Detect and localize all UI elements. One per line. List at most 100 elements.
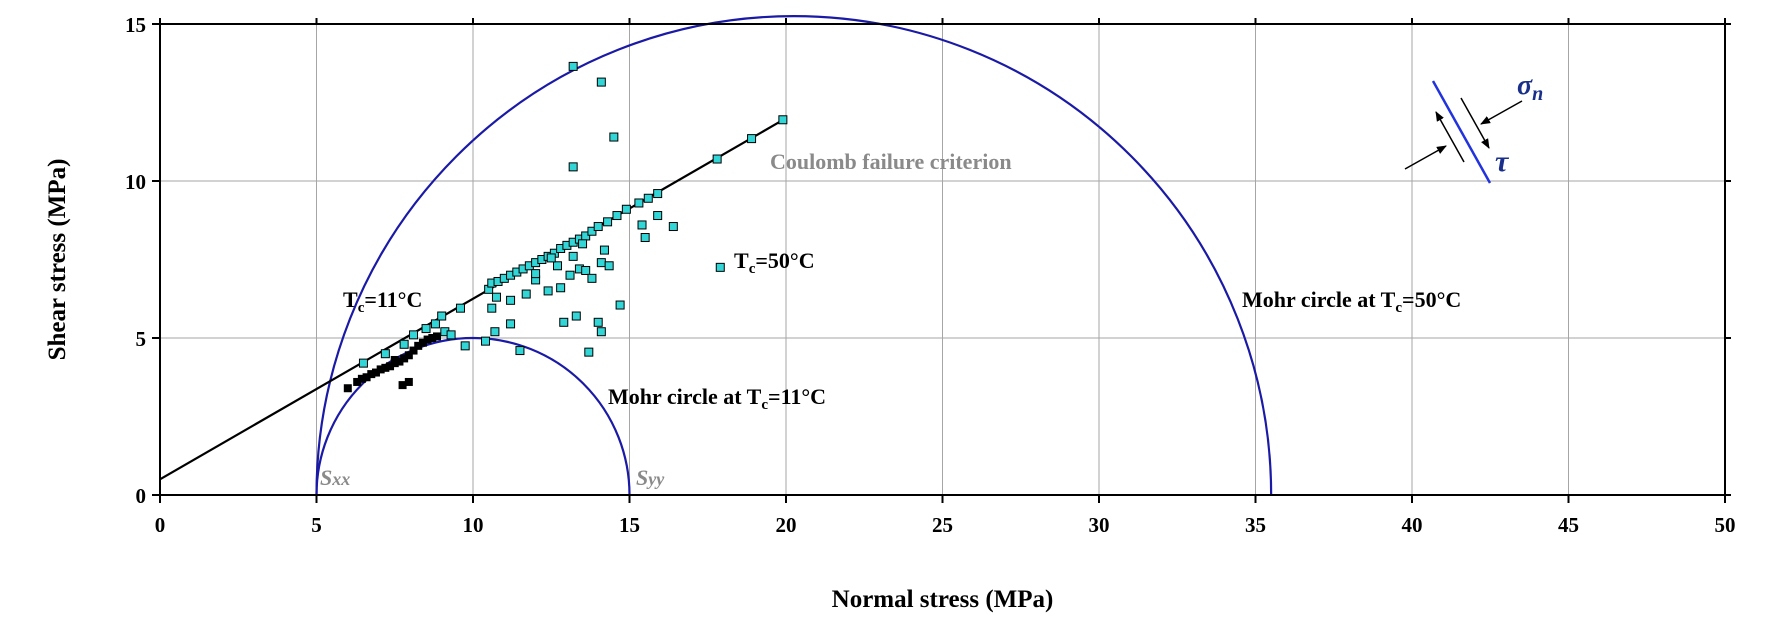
coulomb-failure-line xyxy=(159,117,787,481)
point-tc50 xyxy=(521,289,531,299)
point-tc11 xyxy=(386,362,395,371)
tc50-label: Tc=50°C xyxy=(734,248,815,277)
x-tick-label: 40 xyxy=(1402,513,1423,537)
mohr11-label-main: Mohr circle at T xyxy=(608,384,762,409)
y-tick-label: 10 xyxy=(125,170,146,194)
x-tick-label: 25 xyxy=(932,513,953,537)
sxx-label-sub: xx xyxy=(331,469,350,489)
point-tc50 xyxy=(491,292,501,302)
x-tick-label: 20 xyxy=(776,513,797,537)
point-tc50 xyxy=(358,358,368,368)
point-tc50 xyxy=(778,115,788,125)
point-tc11 xyxy=(357,374,366,383)
point-tc50 xyxy=(553,261,563,271)
mohr-circle-tc50 xyxy=(315,15,1273,496)
y-tick-label: 0 xyxy=(136,484,147,508)
tc50-label-sub: c xyxy=(749,261,756,277)
point-tc50 xyxy=(653,211,663,221)
point-tc50 xyxy=(581,265,591,275)
point-tc50 xyxy=(584,347,594,357)
point-tc11 xyxy=(395,357,404,366)
point-tc11 xyxy=(404,351,413,360)
y-tick-label: 15 xyxy=(125,13,146,37)
mohr-circle-tc11 xyxy=(315,336,631,496)
point-tc11 xyxy=(353,377,362,386)
point-tc50 xyxy=(568,251,578,261)
tc11-label-tail: =11°C xyxy=(364,287,422,312)
x-tick-label: 0 xyxy=(155,513,166,537)
x-tick-label: 45 xyxy=(1558,513,1579,537)
point-tc50 xyxy=(565,270,575,280)
point-tc11 xyxy=(362,373,371,382)
point-tc50 xyxy=(568,61,578,71)
point-tc50 xyxy=(437,311,447,321)
point-tc11 xyxy=(343,384,352,393)
coulomb-line-group xyxy=(159,117,787,481)
fault-stress-inset: σn τ xyxy=(1404,70,1543,184)
point-tc50 xyxy=(506,295,516,305)
point-tc50 xyxy=(421,324,431,334)
syy-label-main: S xyxy=(636,465,648,490)
point-tc11 xyxy=(376,365,385,374)
point-tc50 xyxy=(643,193,653,203)
sxx-label-main: S xyxy=(320,465,332,490)
point-tc50 xyxy=(596,258,606,268)
point-tc50 xyxy=(637,220,647,230)
x-tick-label: 10 xyxy=(463,513,484,537)
axis-ticks: 0 5 10 15 20 25 30 35 40 45 50 0 5 10 15 xyxy=(125,13,1736,537)
tau-label: τ xyxy=(1495,145,1510,178)
point-tc50 xyxy=(556,283,566,293)
sigma-n-label: σn xyxy=(1517,70,1543,105)
x-tick-label: 50 xyxy=(1715,513,1736,537)
sigma-sub: n xyxy=(1532,83,1543,105)
point-tc11 xyxy=(423,335,432,344)
point-tc11 xyxy=(418,338,427,347)
tc50-label-tail: =50°C xyxy=(755,248,814,273)
point-tc50 xyxy=(430,319,440,329)
tc11-label-sub: c xyxy=(358,300,365,316)
point-tc50 xyxy=(621,204,631,214)
point-tc50 xyxy=(380,349,390,359)
point-tc50 xyxy=(490,327,500,337)
point-tc50 xyxy=(578,239,588,249)
point-tc50 xyxy=(487,303,497,313)
x-tick-label: 5 xyxy=(311,513,322,537)
tc11-label: Tc=11°C xyxy=(343,287,422,316)
point-tc50 xyxy=(712,154,722,164)
point-tc50 xyxy=(640,233,650,243)
y-tick-label: 5 xyxy=(136,327,147,351)
point-tc50 xyxy=(515,346,525,356)
point-tc50 xyxy=(715,262,725,272)
point-tc11 xyxy=(409,346,418,355)
point-tc50 xyxy=(571,311,581,321)
shear-arrow-lower xyxy=(1435,111,1465,163)
point-tc11 xyxy=(381,363,390,372)
point-tc50 xyxy=(506,319,516,329)
normal-arrow-right xyxy=(1480,100,1523,125)
gridlines xyxy=(160,24,1725,495)
sxx-label: Sxx xyxy=(320,465,350,490)
point-tc50 xyxy=(568,162,578,172)
point-tc11 xyxy=(433,332,442,341)
point-tc50 xyxy=(546,253,556,263)
point-tc50 xyxy=(455,303,465,313)
y-axis-title: Shear stress (MPa) xyxy=(44,159,71,361)
mohr50-label-tail: =50°C xyxy=(1402,287,1461,312)
tc50-label-prefix: T xyxy=(734,248,749,273)
mohr-circle-50-label: Mohr circle at Tc=50°C xyxy=(1242,287,1461,316)
x-tick-label: 35 xyxy=(1245,513,1266,537)
shear-arrow-upper xyxy=(1460,97,1490,149)
point-tc50 xyxy=(460,341,470,351)
point-tc11 xyxy=(400,354,409,363)
point-tc50 xyxy=(593,317,603,327)
point-tc50 xyxy=(409,330,419,340)
x-axis-title: Normal stress (MPa) xyxy=(832,586,1054,613)
mohr50-label-main: Mohr circle at T xyxy=(1242,287,1396,312)
mohr50-label-sub: c xyxy=(1395,300,1402,316)
x-tick-label: 15 xyxy=(619,513,640,537)
normal-arrow-left xyxy=(1404,145,1447,170)
point-tc50 xyxy=(543,286,553,296)
point-tc50 xyxy=(612,211,622,221)
point-tc50 xyxy=(747,134,757,144)
